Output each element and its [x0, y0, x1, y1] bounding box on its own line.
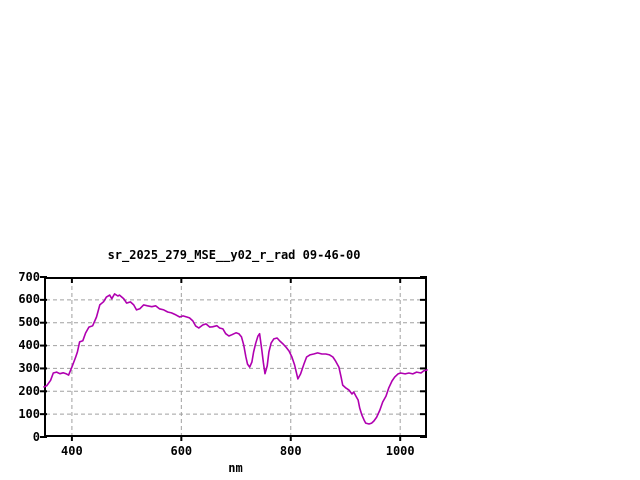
spectrum-trace — [43, 293, 428, 425]
x-axis-label: nm — [228, 461, 243, 475]
y-axis-tick-label: 700 — [18, 269, 40, 284]
plot-border — [44, 277, 427, 437]
x-axis-tick-label: 400 — [61, 444, 83, 458]
x-axis-tick-label: 800 — [279, 444, 302, 458]
plot-area — [40, 276, 428, 441]
y-axis-tick-label: 600 — [18, 292, 40, 307]
y-axis-tick-label: 400 — [18, 338, 40, 353]
y-axis-tick-label: 200 — [18, 383, 40, 398]
chart-title: sr_2025_279_MSE__y02_r_rad 09-46-00 — [107, 248, 361, 262]
x-axis-tick-label: 1000 — [385, 444, 415, 458]
y-axis-tick-label: 300 — [18, 360, 40, 375]
x-axis-tick-label: 600 — [170, 444, 193, 458]
y-axis-tick-label: 0 — [32, 429, 40, 444]
y-axis-tick-label: 500 — [18, 315, 40, 330]
y-axis-tick-label: 100 — [18, 406, 40, 421]
